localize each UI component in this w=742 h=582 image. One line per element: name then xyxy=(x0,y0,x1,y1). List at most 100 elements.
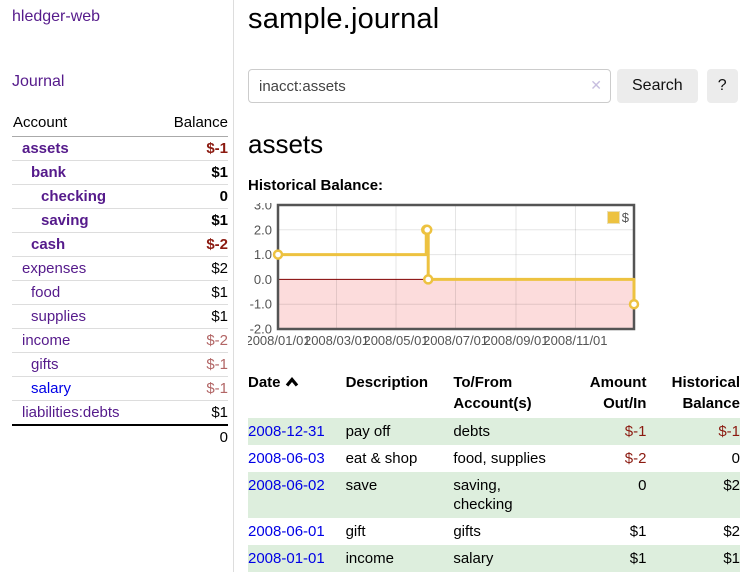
transaction-amount: 0 xyxy=(638,477,647,494)
register-header-amount: Amount Out/In xyxy=(589,374,647,412)
transaction-balance: $2 xyxy=(723,477,740,494)
transaction-accounts: saving, checking xyxy=(453,477,513,513)
account-balance: 0 xyxy=(219,188,228,205)
svg-text:2008/09/01: 2008/09/01 xyxy=(483,333,548,348)
transaction-description: income xyxy=(345,550,394,567)
account-balance: $-2 xyxy=(206,236,228,253)
transaction-balance: $2 xyxy=(723,523,740,540)
transaction-row: 2008-12-31 pay off debts $-1 $-1 xyxy=(248,418,740,445)
main-content: sample.journal ✕ Search ? assets Histori… xyxy=(233,0,742,572)
legend-label: $ xyxy=(621,210,629,225)
account-row: expenses $2 xyxy=(12,256,228,281)
register-header-accounts: To/From Account(s) xyxy=(453,374,532,412)
journal-link[interactable]: Journal xyxy=(12,73,65,90)
transaction-row: 2008-06-03 eat & shop food, supplies $-2 0 xyxy=(248,445,740,472)
legend-swatch-icon xyxy=(606,211,620,224)
transaction-date-link[interactable]: 2008-06-03 xyxy=(248,450,325,467)
transaction-date-link[interactable]: 2008-01-01 xyxy=(248,550,325,567)
account-link[interactable]: bank xyxy=(31,164,67,181)
accounts-table: Account Balance assets $-1 bank $1 checking 0… xyxy=(12,112,228,449)
svg-text:1.0: 1.0 xyxy=(254,247,272,262)
account-balance: $-1 xyxy=(206,356,228,373)
help-button[interactable]: ? xyxy=(706,69,738,103)
transaction-row: 2008-06-02 save saving, checking 0 $2 xyxy=(248,472,740,518)
account-row: food $1 xyxy=(12,280,228,305)
transaction-row: 2008-06-01 gift gifts $1 $2 xyxy=(248,518,740,545)
svg-text:3.0: 3.0 xyxy=(254,203,272,213)
transaction-row: 2008-01-01 income salary $1 $1 xyxy=(248,545,740,572)
account-row: salary $-1 xyxy=(12,376,228,401)
account-link[interactable]: liabilities:debts xyxy=(22,404,120,421)
transaction-date-link[interactable]: 2008-06-01 xyxy=(248,523,325,540)
svg-text:2008/03/01: 2008/03/01 xyxy=(304,333,369,348)
search-box: ✕ xyxy=(248,69,611,103)
svg-text:-1.0: -1.0 xyxy=(250,297,272,312)
page-title: sample.journal xyxy=(248,3,440,35)
transaction-amount: $-2 xyxy=(624,450,647,467)
transaction-balance: $-1 xyxy=(718,423,740,440)
account-link[interactable]: salary xyxy=(31,380,72,397)
account-link[interactable]: food xyxy=(31,284,61,301)
account-link[interactable]: supplies xyxy=(31,308,87,325)
accounts-total-balance: 0 xyxy=(154,424,228,449)
register-header-date[interactable]: Date xyxy=(248,370,346,418)
account-balance: $1 xyxy=(211,164,228,181)
account-link[interactable]: gifts xyxy=(31,356,59,373)
account-row: cash $-2 xyxy=(12,232,228,257)
svg-text:2008/05/01: 2008/05/01 xyxy=(363,333,428,348)
historical-balance-chart[interactable]: 3.0 2.0 1.0 0.0 -1.0 -2.0 2008/01/01 2008/03/01… xyxy=(248,203,640,357)
register-table: Date Description To/From Account(s) Amou… xyxy=(248,370,740,572)
transaction-amount: $-1 xyxy=(624,423,647,440)
transaction-date-link[interactable]: 2008-06-02 xyxy=(248,477,325,494)
svg-text:0.0: 0.0 xyxy=(254,272,272,287)
account-heading: assets xyxy=(248,129,324,159)
accounts-header-account: Account xyxy=(12,112,155,137)
register-header-description: Description xyxy=(345,374,429,391)
clear-search-icon[interactable]: ✕ xyxy=(590,77,602,93)
account-balance: $1 xyxy=(211,308,228,325)
svg-text:2008/01/01: 2008/01/01 xyxy=(248,333,311,348)
transaction-amount: $1 xyxy=(629,550,647,567)
account-link[interactable]: saving xyxy=(41,212,89,229)
search-bar: ✕ Search ? xyxy=(248,69,740,103)
sidebar: hledger-web Journal Account Balance asse… xyxy=(0,0,233,572)
search-input[interactable] xyxy=(248,69,611,103)
account-link[interactable]: expenses xyxy=(22,260,87,277)
transaction-balance: $1 xyxy=(723,550,740,567)
account-balance: $-1 xyxy=(206,380,228,397)
app-title-link[interactable]: hledger-web xyxy=(12,8,101,25)
account-link[interactable]: checking xyxy=(41,188,107,205)
account-row: liabilities:debts $1 xyxy=(12,400,228,426)
accounts-header-balance: Balance xyxy=(154,112,228,137)
transaction-date-link[interactable]: 2008-12-31 xyxy=(248,423,325,440)
account-link[interactable]: income xyxy=(22,332,71,349)
accounts-total-row: 0 xyxy=(12,424,228,449)
svg-text:-2.0: -2.0 xyxy=(250,322,272,337)
account-balance: $2 xyxy=(211,260,228,277)
account-row: assets $-1 xyxy=(12,137,228,161)
svg-text:2008/11/01: 2008/11/01 xyxy=(543,333,607,348)
svg-text:2.0: 2.0 xyxy=(254,222,272,237)
account-row: bank $1 xyxy=(12,160,228,185)
transaction-description: eat & shop xyxy=(345,450,418,467)
transaction-description: gift xyxy=(345,523,366,540)
account-balance: $1 xyxy=(211,212,228,229)
transaction-accounts: salary xyxy=(453,550,494,567)
transaction-balance: 0 xyxy=(731,450,740,467)
svg-text:2008/07/01: 2008/07/01 xyxy=(423,333,488,348)
register-header-row: Date Description To/From Account(s) Amou… xyxy=(248,370,740,418)
account-row: supplies $1 xyxy=(12,304,228,329)
transaction-description: pay off xyxy=(345,423,391,440)
account-row: saving $1 xyxy=(12,208,228,233)
search-button[interactable]: Search xyxy=(617,69,698,103)
transaction-accounts: debts xyxy=(453,423,491,440)
sort-ascending-icon xyxy=(285,375,299,392)
register-header-balance: Historical Balance xyxy=(671,374,740,412)
transaction-description: save xyxy=(345,477,378,494)
chart-legend: $ xyxy=(606,210,629,225)
account-balance: $-1 xyxy=(206,140,228,157)
account-balance: $1 xyxy=(211,284,228,301)
account-link[interactable]: assets xyxy=(22,140,69,157)
account-link[interactable]: cash xyxy=(31,236,66,253)
